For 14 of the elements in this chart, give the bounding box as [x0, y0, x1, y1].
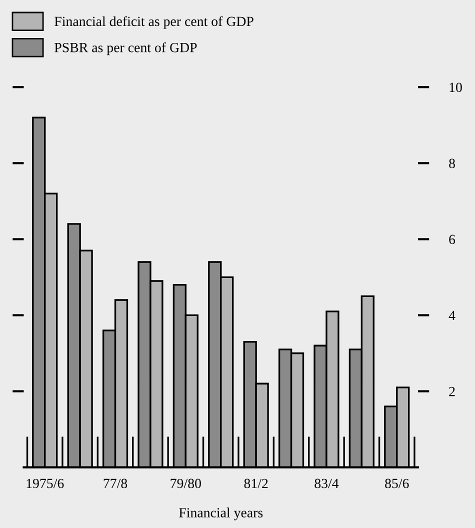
y-tick-label: 4: [448, 310, 456, 320]
y-tick-label: 6: [449, 234, 456, 244]
y-tick-label: 2: [449, 386, 455, 396]
x-tick-label: 83/4: [314, 478, 339, 488]
y-tick-label: 8: [449, 158, 455, 168]
y-tick-label: 10: [450, 82, 462, 92]
legend-label: PSBR as per cent of GDP: [54, 42, 197, 56]
x-axis-title: Financial years: [179, 508, 263, 520]
x-tick-label: 1975/6: [26, 478, 64, 488]
x-tick-label: 79/80: [170, 478, 201, 488]
x-tick-label: 85/6: [385, 478, 409, 488]
x-tick-label: 77/8: [104, 478, 128, 488]
x-tick-label: 81/2: [244, 478, 268, 488]
legend-label: Financial deficit as per cent of GDP: [54, 16, 254, 29]
